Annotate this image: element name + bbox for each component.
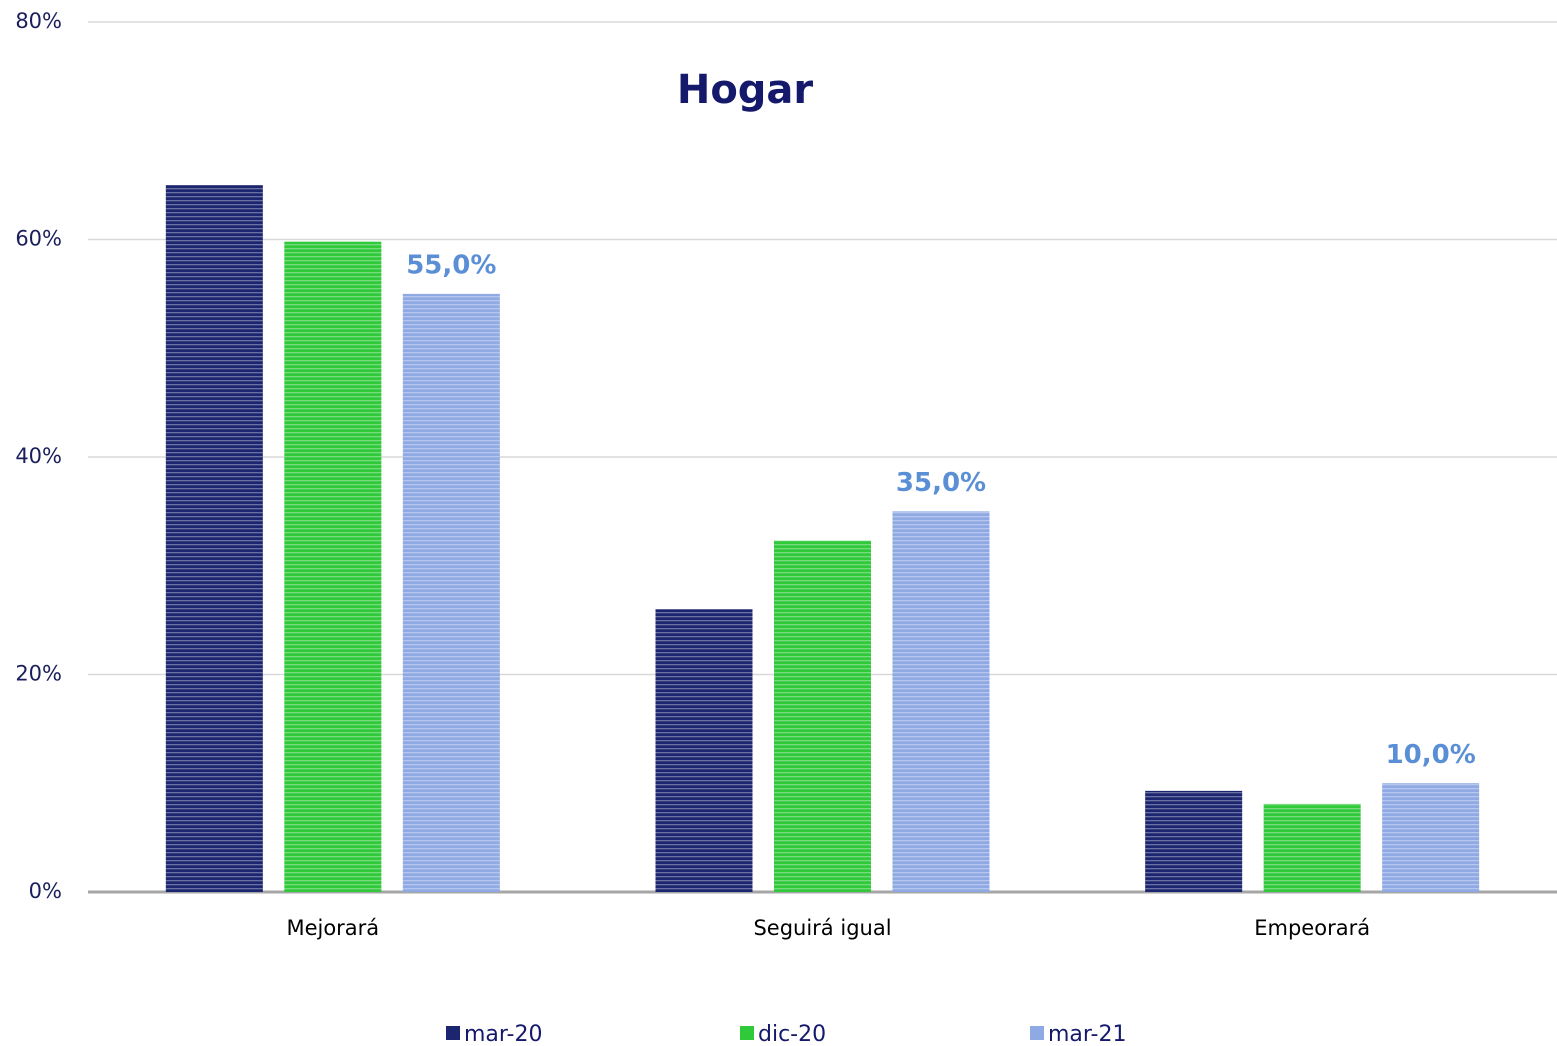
bar-texture xyxy=(774,540,871,892)
bar-texture xyxy=(1382,783,1480,892)
legend-swatch xyxy=(446,1026,460,1040)
data-label: 35,0% xyxy=(896,468,986,498)
legend-swatch xyxy=(1030,1026,1044,1040)
y-tick-label: 0% xyxy=(29,879,62,903)
y-tick-label: 60% xyxy=(15,227,62,251)
chart-title: Hogar xyxy=(677,67,814,113)
legend-label: dic-20 xyxy=(758,1022,826,1046)
data-label: 10,0% xyxy=(1386,740,1476,770)
legend-swatch xyxy=(740,1026,754,1040)
bar-texture xyxy=(1145,790,1243,892)
y-tick-label: 20% xyxy=(15,662,62,686)
x-tick-label: Seguirá igual xyxy=(753,916,891,940)
bar-texture xyxy=(402,293,500,892)
legend-label: mar-21 xyxy=(1048,1022,1126,1046)
y-tick-label: 80% xyxy=(15,9,62,33)
data-label: 55,0% xyxy=(406,250,496,280)
bar-texture xyxy=(284,241,382,893)
y-tick-label: 40% xyxy=(15,444,62,468)
x-tick-label: Mejorará xyxy=(286,916,379,940)
bar-texture xyxy=(892,511,990,892)
bar-texture xyxy=(655,609,753,892)
bar-texture xyxy=(1263,803,1361,892)
bar-texture xyxy=(165,185,263,892)
x-tick-label: Empeorará xyxy=(1254,916,1370,940)
legend-label: mar-20 xyxy=(464,1022,542,1046)
